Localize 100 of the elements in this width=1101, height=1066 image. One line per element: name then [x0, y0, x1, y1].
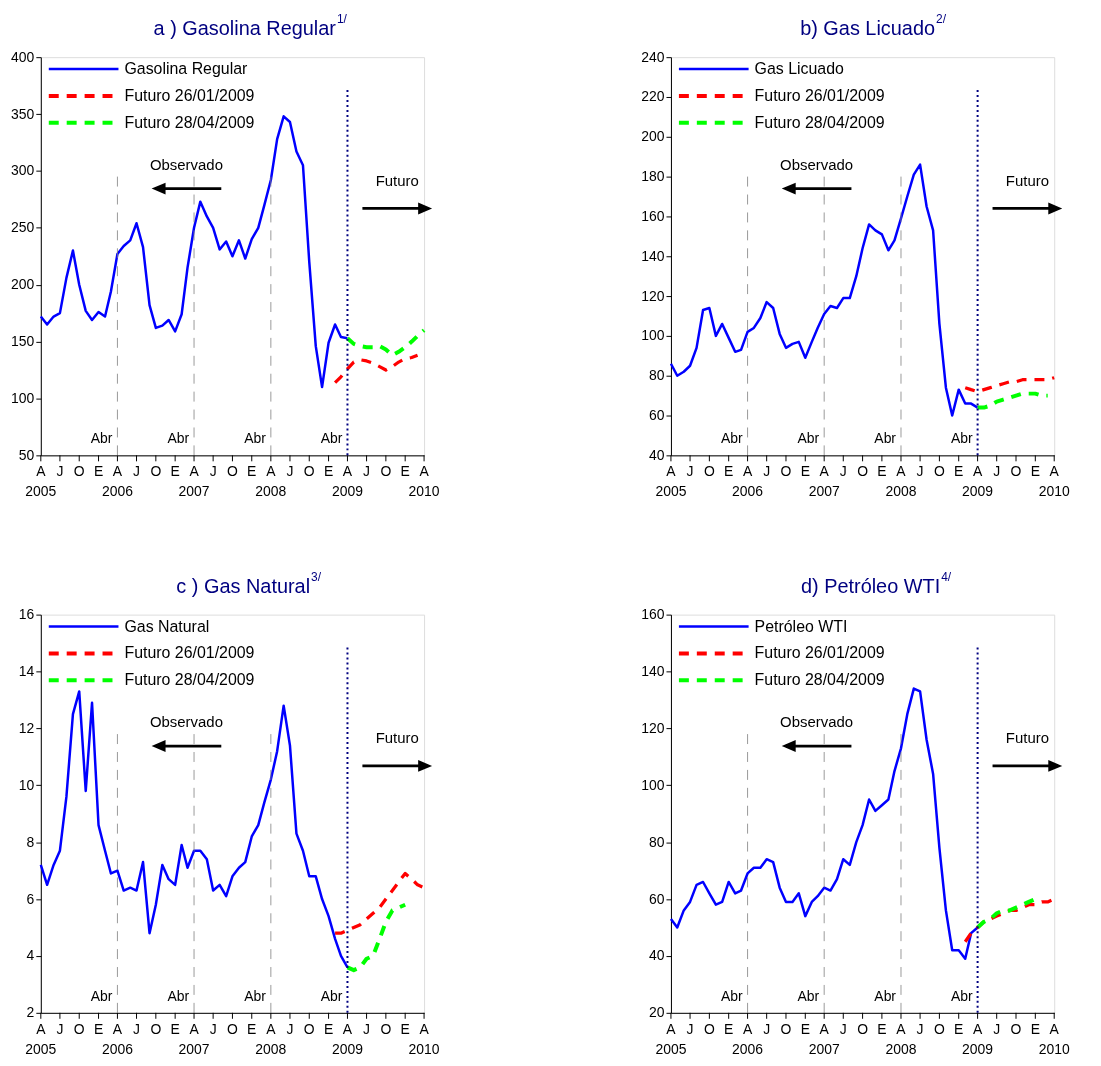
y-tick-label: 150: [11, 333, 35, 350]
text: A: [189, 1020, 200, 1037]
x-tick-label: 2008: [885, 1040, 917, 1057]
text: J: [133, 1020, 141, 1037]
x-tick-label: 2009: [962, 1040, 994, 1057]
ref-line-label: Abr: [244, 430, 267, 447]
ref-line-label: Abr: [797, 987, 820, 1004]
y-tick-label: 120: [641, 287, 665, 304]
text: A: [1049, 1020, 1060, 1037]
ref-line-label: Abr: [720, 987, 743, 1004]
text: O: [150, 1020, 162, 1037]
y-tick-label: 60: [648, 890, 665, 907]
text: E: [170, 463, 180, 480]
text: A: [819, 1020, 830, 1037]
text: E: [323, 1020, 334, 1037]
text: J: [286, 463, 294, 480]
x-tick-label: 2008: [255, 483, 287, 500]
x-tick-label: 2005: [655, 483, 687, 500]
text: O: [1010, 1020, 1022, 1037]
y-tick-label: 40: [648, 446, 665, 463]
line-series: [345, 328, 427, 358]
text: E: [400, 463, 410, 480]
text: E: [877, 463, 887, 480]
x-tick-label: 2005: [25, 483, 57, 500]
x-tick-label: 2006: [732, 483, 764, 500]
legend-label: Gas Licuado: [754, 60, 845, 78]
text: O: [303, 463, 315, 480]
y-tick-label: 350: [11, 105, 35, 122]
text: A: [266, 1020, 277, 1037]
y-tick-label: 160: [641, 606, 665, 623]
ref-line-label: Abr: [167, 987, 190, 1004]
ref-line-label: Abr: [90, 430, 113, 447]
text: J: [993, 463, 1001, 480]
ref-line-label: Abr: [950, 430, 973, 447]
annotation: Futuro: [375, 171, 419, 189]
text: O: [780, 463, 792, 480]
y-tick-label: 50: [18, 446, 35, 463]
ref-line-label: Abr: [90, 987, 113, 1004]
y-tick-label: 16: [18, 606, 35, 623]
y-tick-label: 80: [648, 833, 665, 850]
text: O: [227, 1020, 239, 1037]
x-tick-label: 2008: [255, 1040, 287, 1057]
text: J: [763, 1020, 771, 1037]
text: E: [170, 1020, 180, 1037]
y-tick-label: 100: [641, 327, 665, 344]
line-series: [963, 376, 1056, 394]
x-tick-label: 2007: [178, 483, 210, 500]
text: A: [896, 1020, 907, 1037]
text: A: [819, 463, 830, 480]
legend-label: Gasolina Regular: [124, 60, 249, 78]
legend-label: Futuro 26/01/2009: [754, 644, 885, 662]
line-series: [39, 115, 349, 389]
text: A: [419, 1020, 430, 1037]
text: J: [916, 463, 924, 480]
text: E: [877, 1020, 887, 1037]
text: J: [839, 463, 847, 480]
text: E: [724, 1020, 734, 1037]
x-tick-label: 2006: [101, 483, 134, 500]
text: E: [954, 463, 964, 480]
ref-line-label: Abr: [950, 987, 973, 1004]
x-tick-label: 2007: [808, 1040, 840, 1057]
x-tick-label: 2007: [808, 483, 840, 500]
text: O: [780, 1020, 792, 1037]
ref-line-label: Abr: [797, 430, 820, 447]
y-tick-label: 60: [648, 407, 665, 424]
text: J: [686, 1020, 694, 1037]
text: O: [380, 1020, 392, 1037]
x-tick-label: 2010: [1038, 1040, 1070, 1057]
x-tick-label: 2008: [885, 483, 917, 500]
x-tick-label: 2006: [101, 1040, 134, 1057]
text: J: [363, 1020, 371, 1037]
legend-label: Futuro 26/01/2009: [754, 86, 885, 104]
text: E: [1030, 463, 1040, 480]
text: A: [419, 463, 430, 480]
text: A: [36, 463, 47, 480]
y-tick-label: 100: [641, 776, 665, 793]
text: A: [896, 463, 907, 480]
text: A: [342, 1020, 353, 1037]
text: E: [1030, 1020, 1040, 1037]
text: E: [954, 1020, 964, 1037]
y-tick-label: 220: [641, 88, 665, 105]
line-series: [669, 687, 979, 961]
ref-line-label: Abr: [320, 430, 343, 447]
text: E: [247, 463, 257, 480]
x-tick-label: 2005: [655, 1040, 687, 1057]
y-tick-label: 200: [11, 276, 35, 293]
y-tick-label: 160: [641, 207, 665, 224]
x-tick-label: 2006: [732, 1040, 764, 1057]
text: J: [286, 1020, 294, 1037]
x-tick-label: 2005: [25, 1040, 57, 1057]
y-tick-label: 180: [641, 168, 665, 185]
text: O: [150, 463, 162, 480]
text: J: [686, 463, 694, 480]
text: E: [800, 463, 810, 480]
text: E: [93, 1020, 104, 1037]
y-tick-label: 300: [11, 162, 35, 179]
text: A: [972, 1020, 983, 1037]
annotation: Futuro: [1005, 729, 1049, 747]
ref-line-label: Abr: [320, 987, 343, 1004]
annotation: Observado: [780, 713, 854, 731]
